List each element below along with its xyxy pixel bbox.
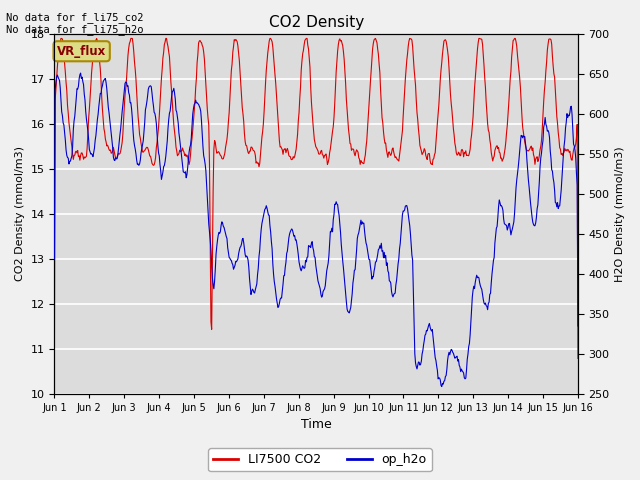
- Text: VR_flux: VR_flux: [57, 45, 106, 58]
- Legend: LI7500 CO2, op_h2o: LI7500 CO2, op_h2o: [209, 448, 431, 471]
- Y-axis label: H2O Density (mmol/m3): H2O Density (mmol/m3): [615, 146, 625, 282]
- X-axis label: Time: Time: [301, 419, 332, 432]
- Y-axis label: CO2 Density (mmol/m3): CO2 Density (mmol/m3): [15, 146, 25, 281]
- Title: CO2 Density: CO2 Density: [269, 15, 364, 30]
- Text: No data for f_li75_co2
No data for f_li75_h2o: No data for f_li75_co2 No data for f_li7…: [6, 12, 144, 36]
